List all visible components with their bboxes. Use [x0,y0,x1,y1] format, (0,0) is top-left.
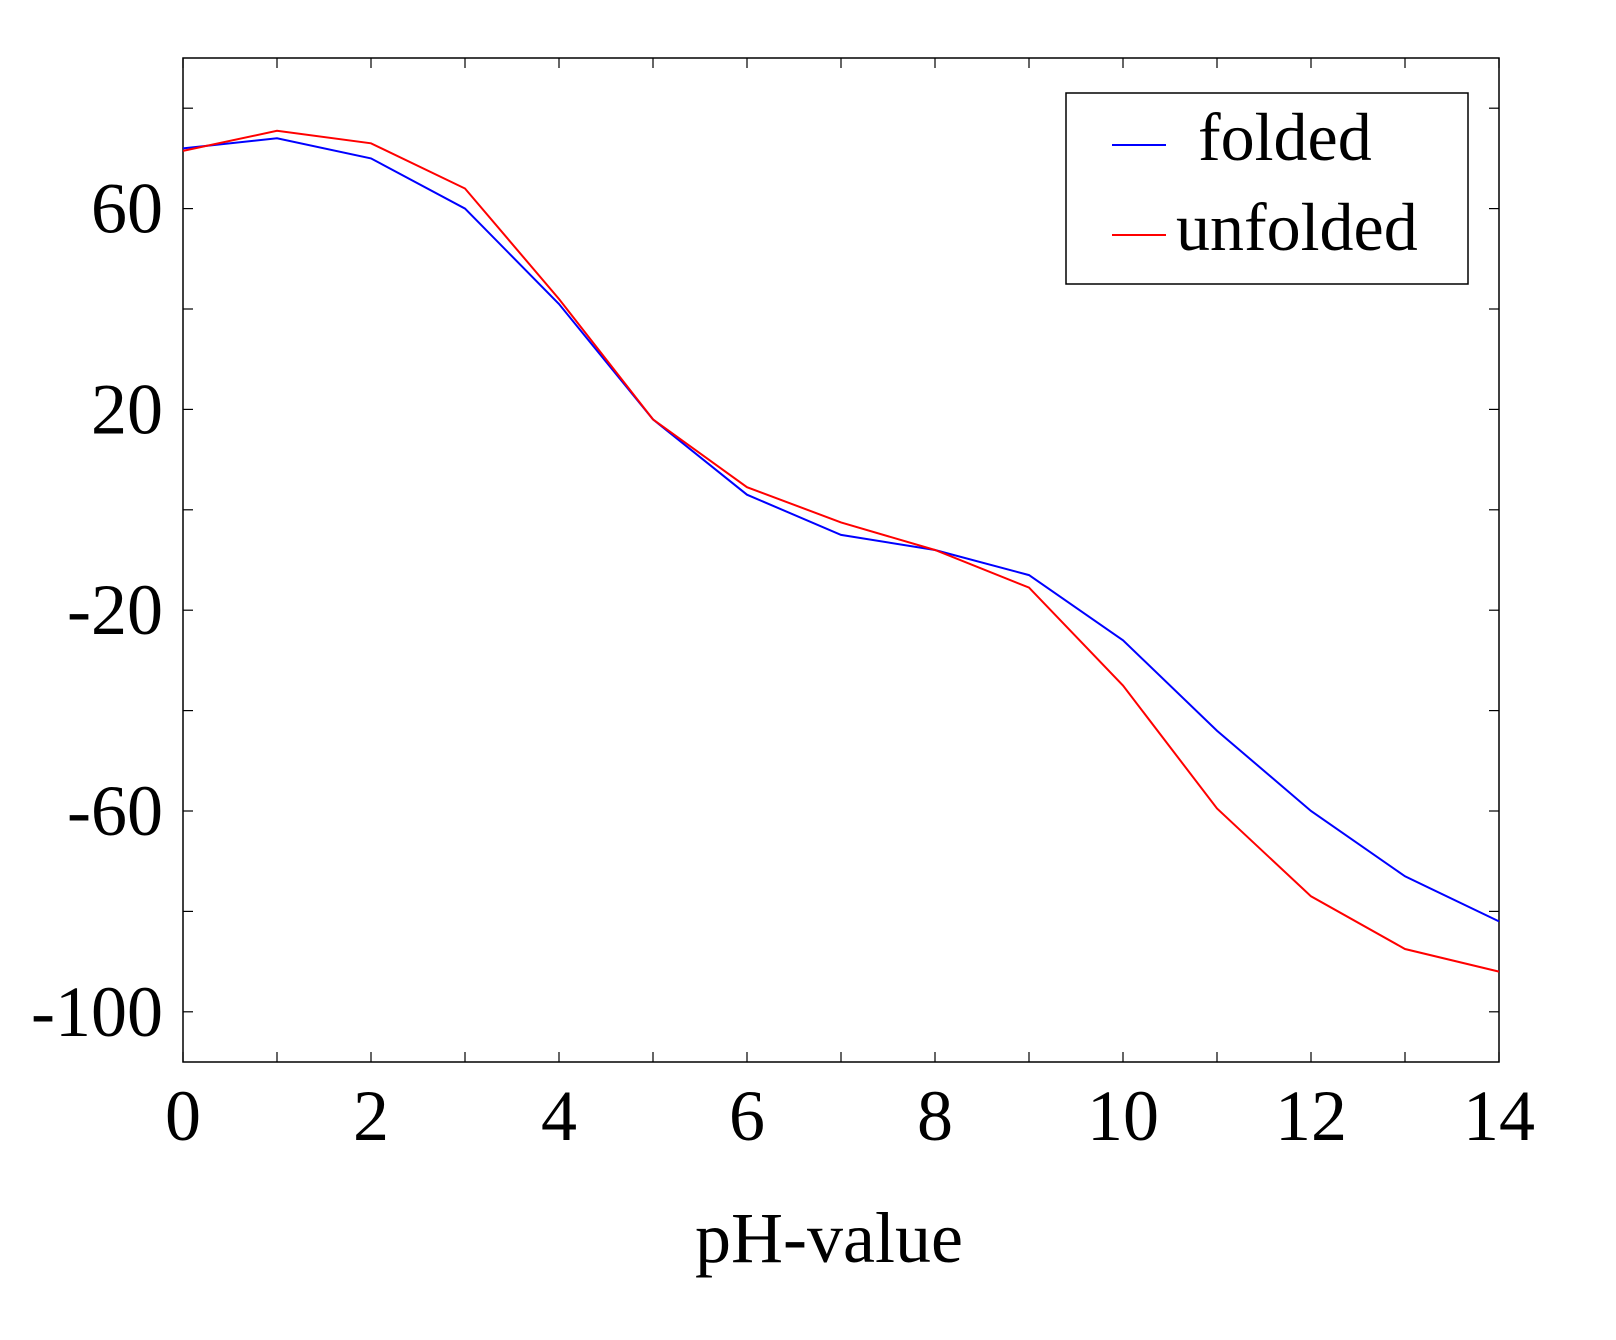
x-tick-label: 10 [1087,1076,1159,1156]
x-tick-label: 8 [917,1076,953,1156]
y-tick-labels: -100 -60 -20 20 60 [31,169,163,1052]
y-tick-label: -60 [67,771,163,851]
series-layer [182,129,1500,973]
series-line-unfolded [182,129,1500,973]
legend-label-folded: folded [1198,99,1372,175]
legend-label-unfolded: unfolded [1176,189,1418,265]
legend-box [1065,92,1469,285]
x-tick-label: 4 [541,1076,577,1156]
x-tick-label: 2 [353,1076,389,1156]
y-tick-label: 60 [91,169,163,249]
x-tick-label: 14 [1463,1076,1535,1156]
y-tick-label: 20 [91,369,163,449]
series-line-folded [182,137,1500,923]
legend: folded unfolded [1065,92,1469,285]
y-tick-label: -100 [31,972,163,1052]
x-axis-label: pH-value [695,1198,963,1278]
x-tick-label: 6 [729,1076,765,1156]
y-tick-label: -20 [67,570,163,650]
axis-ticks [182,58,1500,1062]
x-tick-label: 0 [165,1076,201,1156]
x-tick-label: 12 [1275,1076,1347,1156]
x-tick-labels: 0 2 4 6 8 10 12 14 [165,1076,1535,1156]
